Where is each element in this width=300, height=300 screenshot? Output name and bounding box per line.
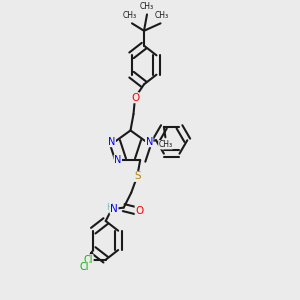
Text: H: H (106, 203, 113, 212)
Text: S: S (134, 171, 140, 182)
Text: N: N (110, 204, 118, 214)
Text: O: O (135, 206, 143, 216)
Text: N: N (108, 137, 116, 147)
Text: O: O (131, 93, 139, 103)
Text: CH₃: CH₃ (140, 2, 154, 11)
Text: Cl: Cl (80, 262, 89, 272)
Text: N: N (114, 155, 122, 165)
Text: N: N (146, 137, 153, 147)
Text: CH₃: CH₃ (155, 11, 169, 20)
Text: CH₃: CH₃ (122, 11, 137, 20)
Text: CH₃: CH₃ (158, 140, 172, 149)
Text: Cl: Cl (83, 255, 93, 265)
